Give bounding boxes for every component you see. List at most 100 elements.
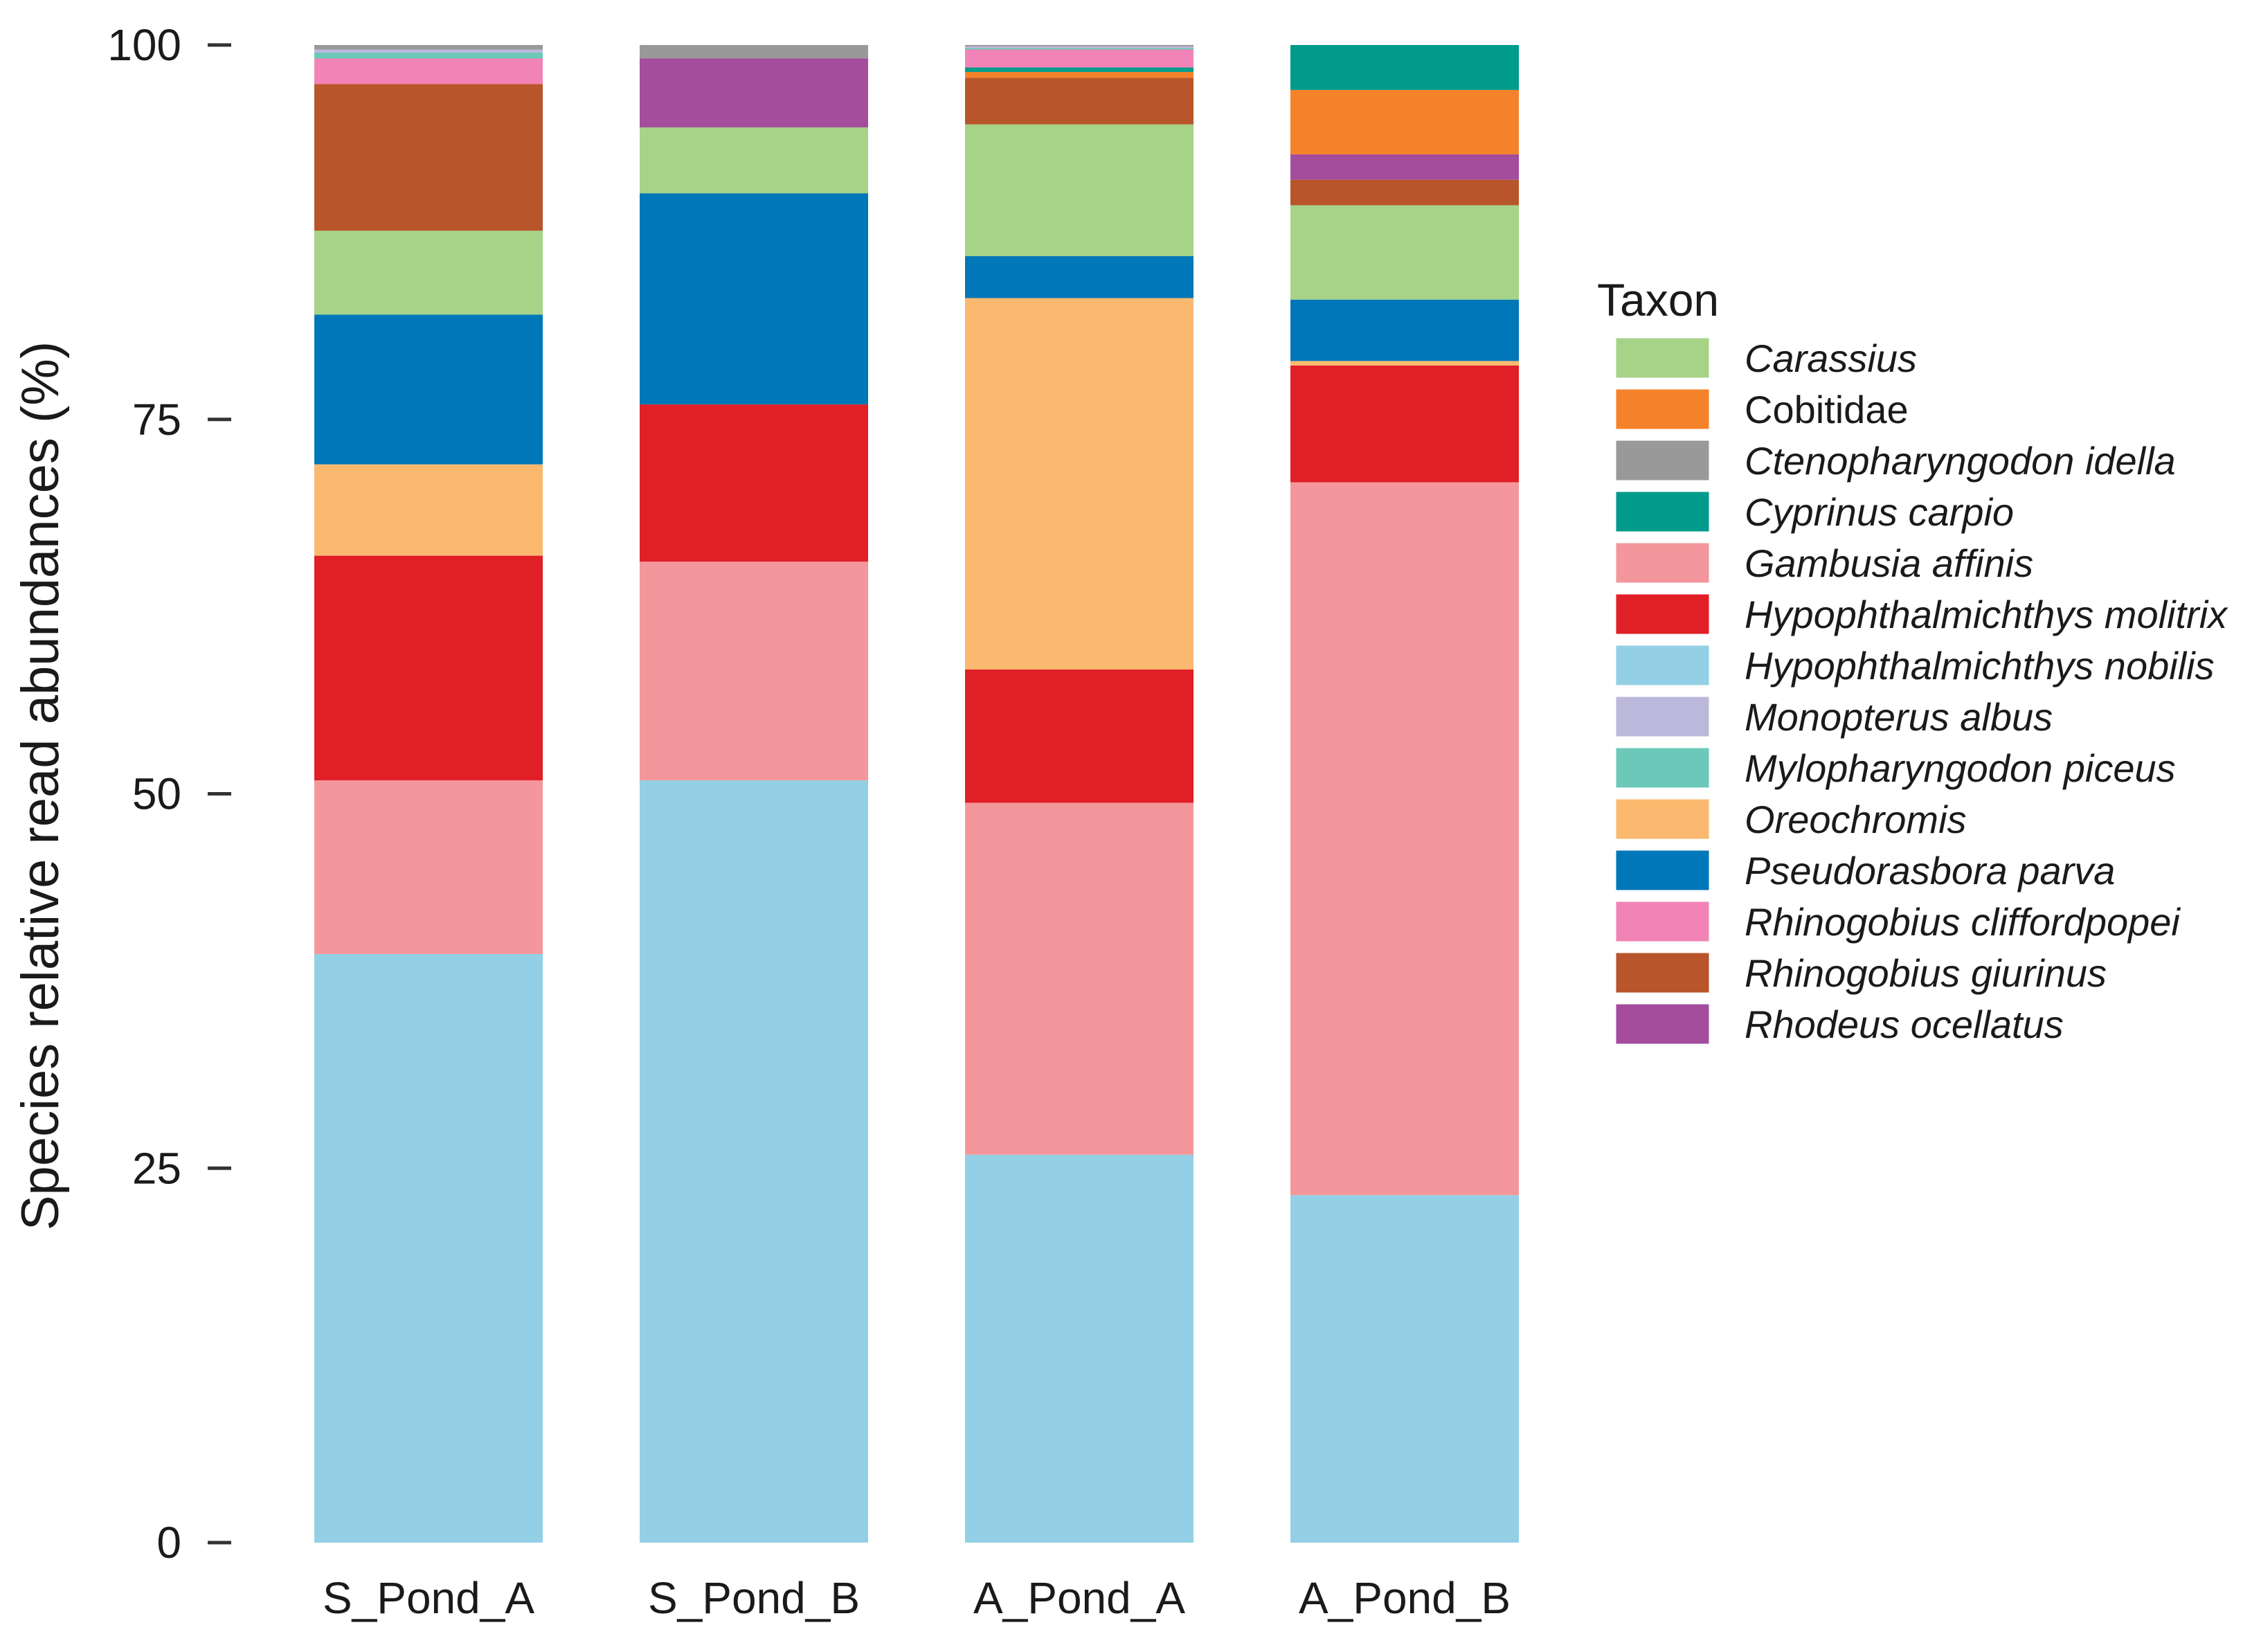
bar-segment-a-pond-a-oreochromis bbox=[965, 298, 1193, 670]
x-tick-label-s-pond-a: S_Pond_A bbox=[323, 1573, 534, 1623]
bar-segment-a-pond-a-rhinogobius-cliffordpopei bbox=[965, 49, 1193, 68]
legend-swatch-monopterus-albus bbox=[1614, 694, 1711, 739]
bar-segment-s-pond-b-pseudorasbora-parva bbox=[640, 193, 868, 405]
y-tick-label-100: 100 bbox=[107, 20, 181, 70]
x-axis-labels: S_Pond_A S_Pond_B A_Pond_A A_Pond_B bbox=[323, 1573, 1511, 1623]
legend-label-pseudorasbora-parva: Pseudorasbora parva bbox=[1745, 849, 2115, 892]
legend: Taxon Carassius Cobitidae Ctenopharyngodon… bbox=[1597, 274, 2228, 1046]
legend-entry-monopterus-albus: Monopterus albus bbox=[1614, 694, 2053, 739]
legend-swatch-rhinogobius-giurinus bbox=[1614, 951, 1711, 995]
legend-label-carassius: Carassius bbox=[1745, 336, 1917, 380]
bar-segment-a-pond-b-hypophthalmichthys-molitrix bbox=[1290, 365, 1519, 483]
legend-label-ctenopharyngodon-idella: Ctenopharyngodon idella bbox=[1745, 439, 2176, 483]
legend-label-cobitidae: Cobitidae bbox=[1745, 388, 1909, 431]
legend-entry-gambusia-affinis: Gambusia affinis bbox=[1614, 541, 2033, 585]
bar-segment-a-pond-b-pseudorasbora-parva bbox=[1290, 299, 1519, 361]
legend-entry-mylopharyngodon-piceus: Mylopharyngodon piceus bbox=[1614, 746, 2176, 790]
legend-entry-oreochromis: Oreochromis bbox=[1614, 797, 1967, 841]
y-axis-label: Species relative read abundances (%) bbox=[11, 341, 70, 1230]
legend-swatch-rhinogobius-cliffordpopei bbox=[1614, 899, 1711, 944]
legend-entry-cyprinus-carpio: Cyprinus carpio bbox=[1614, 490, 2014, 534]
legend-entry-hypophthalmichthys-molitrix: Hypophthalmichthys molitrix bbox=[1614, 592, 2228, 636]
bar-segment-a-pond-b-oreochromis bbox=[1290, 361, 1519, 366]
legend-entry-ctenopharyngodon-idella: Ctenopharyngodon idella bbox=[1614, 438, 2176, 483]
legend-swatch-mylopharyngodon-piceus bbox=[1614, 746, 1711, 790]
bar-segment-a-pond-b-carassius bbox=[1290, 205, 1519, 300]
y-axis: 0 25 50 75 100 bbox=[107, 20, 231, 1568]
bar-segment-a-pond-a-carassius bbox=[965, 124, 1193, 256]
bar-segment-a-pond-a-monopterus-albus bbox=[965, 46, 1193, 48]
bar-stack-a-pond-a bbox=[965, 45, 1193, 1543]
bar-segment-a-pond-a-rhinogobius-giurinus bbox=[965, 78, 1193, 125]
legend-label-rhodeus-ocellatus: Rhodeus ocellatus bbox=[1745, 1003, 2064, 1046]
bar-segment-a-pond-a-ctenopharyngodon-idella bbox=[965, 45, 1193, 47]
bar-segment-a-pond-a-cobitidae bbox=[965, 71, 1193, 78]
bar-segment-a-pond-a-mylopharyngodon-piceus bbox=[965, 48, 1193, 50]
legend-swatch-oreochromis bbox=[1614, 797, 1711, 841]
legend-swatch-rhodeus-ocellatus bbox=[1614, 1002, 1711, 1046]
legend-label-gambusia-affinis: Gambusia affinis bbox=[1745, 541, 2033, 585]
legend-swatch-cyprinus-carpio bbox=[1614, 490, 1711, 534]
y-tick-label-50: 50 bbox=[132, 769, 181, 819]
legend-label-rhinogobius-cliffordpopei: Rhinogobius cliffordpopei bbox=[1745, 900, 2181, 944]
bar-segment-s-pond-b-ctenopharyngodon-idella bbox=[640, 45, 868, 59]
bar-segment-a-pond-a-hypophthalmichthys-molitrix bbox=[965, 669, 1193, 803]
legend-title: Taxon bbox=[1597, 274, 1719, 325]
legend-label-hypophthalmichthys-nobilis: Hypophthalmichthys nobilis bbox=[1745, 644, 2215, 688]
bar-segment-a-pond-a-cyprinus-carpio bbox=[965, 67, 1193, 72]
legend-label-oreochromis: Oreochromis bbox=[1745, 798, 1967, 841]
legend-entry-rhinogobius-cliffordpopei: Rhinogobius cliffordpopei bbox=[1614, 899, 2181, 944]
bar-segment-a-pond-a-hypophthalmichthys-nobilis bbox=[965, 1154, 1193, 1543]
bar-segment-s-pond-a-oreochromis bbox=[314, 464, 543, 556]
legend-swatch-gambusia-affinis bbox=[1614, 541, 1711, 585]
bar-segment-s-pond-b-hypophthalmichthys-molitrix bbox=[640, 404, 868, 562]
bars-layer bbox=[314, 45, 1519, 1543]
bar-segment-s-pond-b-gambusia-affinis bbox=[640, 562, 868, 781]
bar-segment-a-pond-b-hypophthalmichthys-nobilis bbox=[1290, 1195, 1519, 1543]
bar-segment-s-pond-a-mylopharyngodon-piceus bbox=[314, 52, 543, 59]
bar-segment-a-pond-b-gambusia-affinis bbox=[1290, 482, 1519, 1196]
bar-segment-a-pond-a-gambusia-affinis bbox=[965, 802, 1193, 1155]
legend-entry-pseudorasbora-parva: Pseudorasbora parva bbox=[1614, 848, 2115, 892]
legend-swatch-cobitidae bbox=[1614, 387, 1711, 431]
y-tick-label-75: 75 bbox=[132, 395, 181, 445]
bar-stack-s-pond-a bbox=[314, 45, 543, 1543]
legend-entry-cobitidae: Cobitidae bbox=[1614, 387, 1909, 431]
bar-segment-s-pond-b-rhodeus-ocellatus bbox=[640, 58, 868, 127]
legend-label-hypophthalmichthys-molitrix: Hypophthalmichthys molitrix bbox=[1745, 593, 2228, 636]
legend-swatch-hypophthalmichthys-nobilis bbox=[1614, 643, 1711, 688]
legend-entry-rhodeus-ocellatus: Rhodeus ocellatus bbox=[1614, 1002, 2064, 1046]
legend-swatch-hypophthalmichthys-molitrix bbox=[1614, 592, 1711, 636]
y-tick-label-0: 0 bbox=[156, 1518, 181, 1568]
bar-segment-s-pond-a-pseudorasbora-parva bbox=[314, 314, 543, 465]
legend-entry-rhinogobius-giurinus: Rhinogobius giurinus bbox=[1614, 951, 2107, 995]
bar-segment-s-pond-a-gambusia-affinis bbox=[314, 780, 543, 954]
legend-label-rhinogobius-giurinus: Rhinogobius giurinus bbox=[1745, 951, 2107, 995]
bar-stack-a-pond-b bbox=[1290, 45, 1519, 1543]
bar-segment-a-pond-b-cobitidae bbox=[1290, 89, 1519, 154]
legend-swatch-pseudorasbora-parva bbox=[1614, 848, 1711, 892]
bar-segment-s-pond-a-ctenopharyngodon-idella bbox=[314, 45, 543, 50]
bar-segment-s-pond-b-carassius bbox=[640, 127, 868, 194]
legend-swatch-ctenopharyngodon-idella bbox=[1614, 438, 1711, 483]
bar-segment-a-pond-b-rhodeus-ocellatus bbox=[1290, 154, 1519, 180]
bar-stack-s-pond-b bbox=[640, 45, 868, 1543]
x-tick-label-a-pond-b: A_Pond_B bbox=[1299, 1573, 1511, 1623]
bar-segment-s-pond-a-carassius bbox=[314, 231, 543, 315]
x-tick-label-s-pond-b: S_Pond_B bbox=[648, 1573, 860, 1623]
legend-label-monopterus-albus: Monopterus albus bbox=[1745, 695, 2053, 739]
x-tick-label-a-pond-a: A_Pond_A bbox=[973, 1573, 1185, 1623]
bar-segment-s-pond-a-hypophthalmichthys-molitrix bbox=[314, 555, 543, 781]
bar-segment-a-pond-b-rhinogobius-giurinus bbox=[1290, 179, 1519, 206]
bar-segment-s-pond-a-rhinogobius-cliffordpopei bbox=[314, 58, 543, 84]
legend-swatch-carassius bbox=[1614, 336, 1711, 380]
legend-entry-hypophthalmichthys-nobilis: Hypophthalmichthys nobilis bbox=[1614, 643, 2215, 688]
bar-segment-a-pond-b-cyprinus-carpio bbox=[1290, 45, 1519, 90]
bar-segment-s-pond-b-hypophthalmichthys-nobilis bbox=[640, 780, 868, 1543]
legend-entry-carassius: Carassius bbox=[1614, 336, 1917, 380]
legend-label-cyprinus-carpio: Cyprinus carpio bbox=[1745, 490, 2014, 534]
y-tick-label-25: 25 bbox=[132, 1143, 181, 1193]
bar-segment-s-pond-a-rhinogobius-giurinus bbox=[314, 84, 543, 231]
